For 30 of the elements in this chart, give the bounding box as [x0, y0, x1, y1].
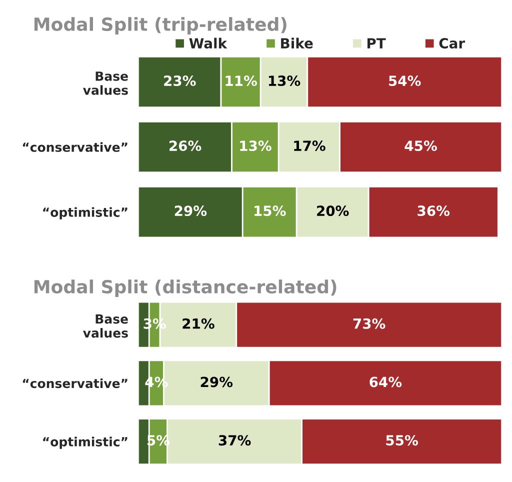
data-label: 23%	[164, 76, 196, 86]
data-label: 37%	[218, 435, 251, 446]
data-label: 15%	[254, 206, 286, 216]
legend-label: PT	[367, 38, 386, 48]
data-label: 21%	[182, 318, 214, 329]
data-label: 20%	[317, 206, 349, 216]
data-label: 45%	[404, 140, 437, 152]
legend-label: Walk	[189, 38, 228, 49]
data-label: 11%	[226, 76, 257, 86]
data-label: 73%	[353, 318, 386, 329]
y-tick-label: “conservative”	[22, 378, 128, 388]
data-label: 36%	[418, 206, 450, 216]
y-tick-label: “conservative”	[22, 142, 128, 152]
legend-label: Bike	[281, 38, 313, 49]
data-label: 13%	[240, 140, 272, 152]
y-tick-label: Base values	[83, 314, 128, 338]
data-label: 64%	[370, 376, 402, 388]
y-tick-label: Base values	[83, 72, 128, 95]
data-label: 54%	[389, 76, 421, 86]
data-label: 13%	[268, 76, 300, 86]
chart-title: Modal Split (trip-related)	[34, 17, 286, 35]
y-tick-label: “optimistic”	[43, 207, 128, 220]
y-tick-label: “optimistic”	[43, 436, 128, 449]
data-label: 26%	[170, 140, 202, 152]
data-label: 29%	[174, 206, 207, 216]
chart-title: Modal Split (distance-related)	[34, 280, 336, 298]
data-label: 29%	[200, 376, 233, 388]
data-label: 17%	[294, 140, 326, 152]
data-label: 55%	[386, 435, 418, 446]
legend-label: Car	[439, 38, 466, 49]
